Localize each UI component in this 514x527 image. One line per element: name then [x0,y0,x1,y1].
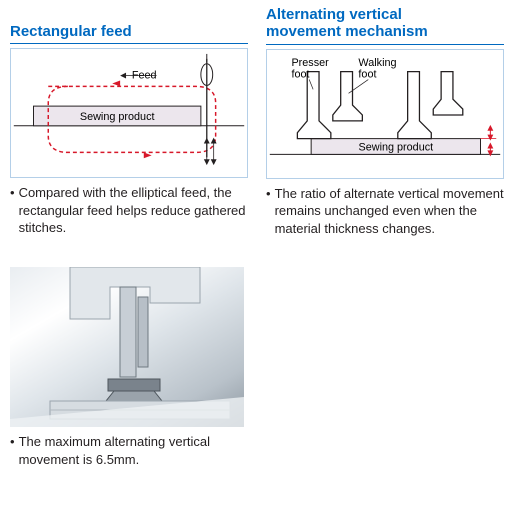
top-row: Rectangular feed Sewing product Feed [10,6,504,237]
rect-feed-svg: Sewing product Feed [11,49,247,177]
right-product-label: Sewing product [359,141,434,153]
bottom-bullet: • The maximum alternating vertical movem… [10,433,244,468]
left-diagram: Sewing product Feed [10,48,248,178]
right-bullet: • The ratio of alternate vertical moveme… [266,185,504,238]
left-product-label: Sewing product [80,111,155,123]
right-title-line1: Alternating vertical [266,6,504,23]
left-title-text: Rectangular feed [10,23,248,40]
left-bullet-text: Compared with the elliptical feed, the r… [19,184,248,237]
presser-label-1: Presser [291,56,329,68]
walking-label-1: Walking [358,56,396,68]
bullet-dot-icon: • [10,184,15,237]
left-title: Rectangular feed [10,6,248,44]
right-column: Alternating vertical movement mechanism … [266,6,504,237]
machine-photo [10,267,244,427]
left-bullet: • Compared with the elliptical feed, the… [10,184,248,237]
left-column: Rectangular feed Sewing product Feed [10,6,248,237]
bottom-section: • The maximum alternating vertical movem… [10,267,504,468]
bullet-dot-icon: • [10,433,15,468]
bottom-bullet-text: The maximum alternating vertical movemen… [19,433,244,468]
right-bullet-text: The ratio of alternate vertical movement… [275,185,504,238]
walking-label-2: foot [358,68,376,80]
machine-photo-svg [10,267,244,427]
bullet-dot-icon: • [266,185,271,238]
right-title: Alternating vertical movement mechanism [266,6,504,45]
right-title-line2: movement mechanism [266,23,504,40]
presser-label-2: foot [291,68,309,80]
alt-move-svg: Sewing product Presser foot Walking foot [267,50,503,178]
right-diagram: Sewing product Presser foot Walking foot [266,49,504,179]
